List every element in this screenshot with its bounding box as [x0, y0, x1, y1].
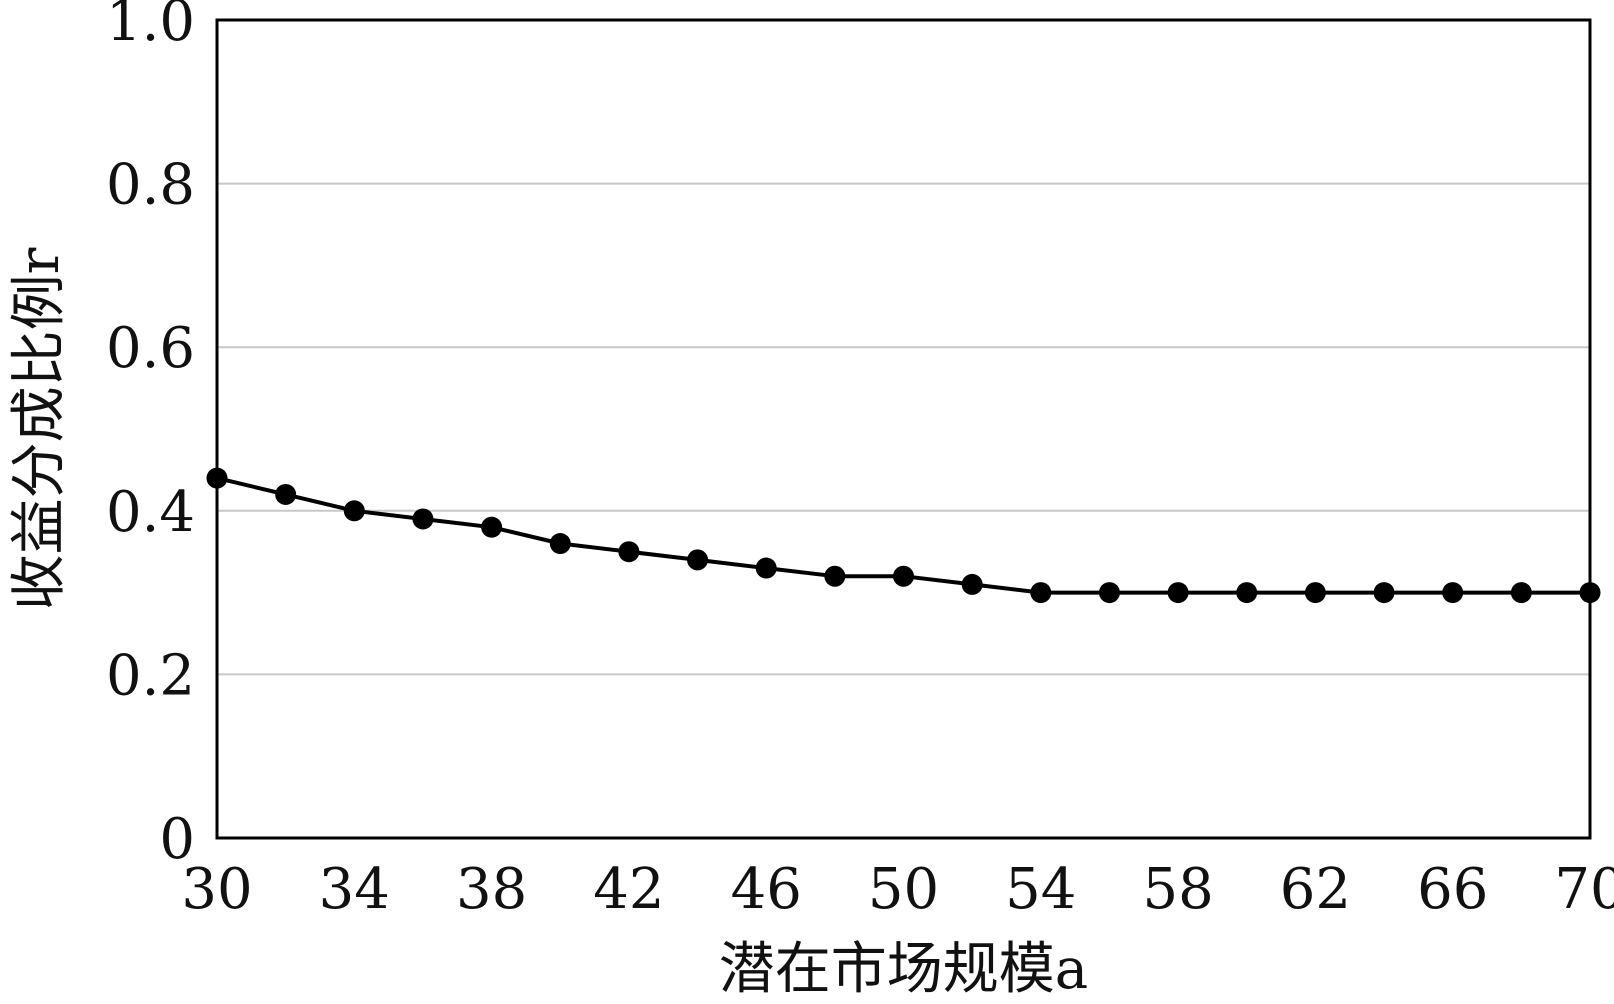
data-point — [1098, 582, 1120, 604]
x-tick-label: 62 — [1280, 857, 1351, 922]
data-point — [343, 500, 365, 522]
data-point — [1510, 582, 1532, 604]
data-point — [1373, 582, 1395, 604]
data-point — [1442, 582, 1464, 604]
gridlines — [217, 182, 1590, 676]
plot-area-frame — [215, 18, 1592, 840]
data-point — [687, 549, 709, 571]
data-point — [206, 467, 228, 489]
y-tick-label: 0.8 — [106, 153, 195, 218]
x-axis-ticks: 30 34 38 42 46 50 54 58 62 66 70 — [181, 857, 1614, 922]
x-tick-label: 54 — [1005, 857, 1076, 922]
data-point — [1236, 582, 1258, 604]
y-tick-label: 0.2 — [106, 643, 195, 708]
x-tick-label: 38 — [456, 857, 527, 922]
x-tick-label: 46 — [731, 857, 802, 922]
y-tick-label: 0 — [159, 807, 195, 872]
data-point — [1304, 582, 1326, 604]
data-point — [1167, 582, 1189, 604]
y-tick-label: 1.0 — [106, 0, 195, 54]
x-tick-label: 42 — [593, 857, 664, 922]
data-point — [618, 541, 640, 563]
x-tick-label: 34 — [319, 857, 390, 922]
data-point — [755, 557, 777, 579]
y-tick-label: 0.4 — [106, 480, 195, 545]
data-point — [549, 533, 571, 555]
data-point — [1030, 582, 1052, 604]
x-tick-label: 30 — [181, 857, 252, 922]
series-layer — [206, 467, 1601, 604]
x-tick-label: 58 — [1142, 857, 1213, 922]
data-point — [481, 516, 503, 538]
x-tick-label: 50 — [868, 857, 939, 922]
y-axis-ticks: 0 0.2 0.4 0.6 0.8 1.0 — [106, 0, 195, 872]
x-tick-label: 70 — [1554, 857, 1614, 922]
x-tick-label: 66 — [1417, 857, 1488, 922]
data-point — [1579, 582, 1601, 604]
data-point — [412, 508, 434, 530]
y-axis-title: 收益分成比例r — [7, 247, 72, 610]
data-point — [275, 483, 297, 505]
y-tick-label: 0.6 — [106, 316, 195, 381]
data-point — [824, 565, 846, 587]
data-point — [961, 573, 983, 595]
data-point — [893, 565, 914, 587]
x-axis-title: 潜在市场规模a — [719, 937, 1088, 1002]
